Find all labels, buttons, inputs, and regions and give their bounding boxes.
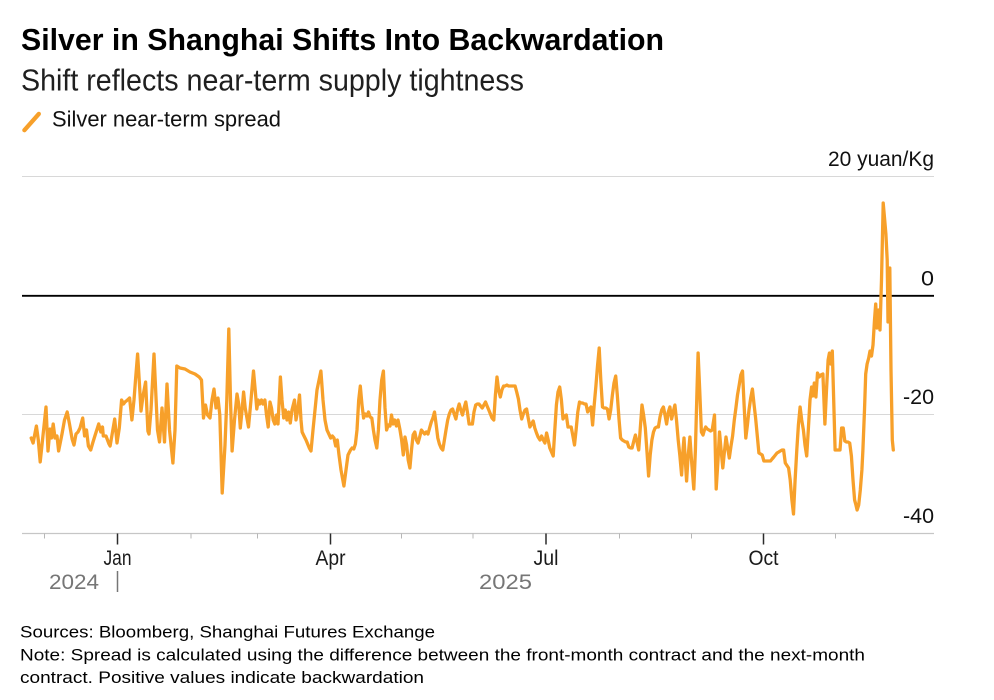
svg-text:Note: Spread is calculated usi: Note: Spread is calculated using the dif…	[20, 646, 865, 665]
svg-text:0: 0	[921, 268, 934, 291]
svg-text:Shift reflects near-term suppl: Shift reflects near-term supply tightnes…	[21, 63, 524, 98]
svg-text:Jan: Jan	[104, 547, 132, 570]
svg-text:20 yuan/Kg: 20 yuan/Kg	[828, 148, 934, 171]
svg-text:-20: -20	[903, 386, 934, 409]
svg-text:Sources: Bloomberg, Shanghai F: Sources: Bloomberg, Shanghai Futures Exc…	[20, 623, 435, 642]
svg-text:Jul: Jul	[534, 547, 559, 570]
svg-text:-40: -40	[903, 505, 934, 528]
svg-text:Silver near-term spread: Silver near-term spread	[52, 106, 281, 131]
svg-text:Oct: Oct	[749, 547, 779, 570]
svg-text:Apr: Apr	[316, 547, 346, 570]
svg-text:Silver in Shanghai Shifts Into: Silver in Shanghai Shifts Into Backwarda…	[21, 22, 664, 57]
svg-text:2025: 2025	[479, 571, 532, 594]
svg-text:contract. Positive values indi: contract. Positive values indicate backw…	[20, 668, 424, 687]
svg-text:2024: 2024	[49, 571, 99, 594]
